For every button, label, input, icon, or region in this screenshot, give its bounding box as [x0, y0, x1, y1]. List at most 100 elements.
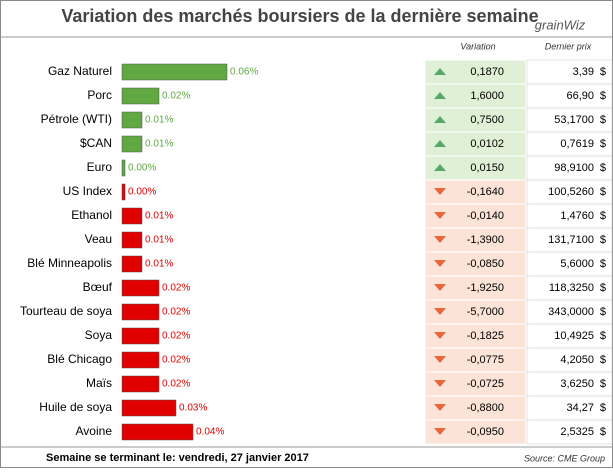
price-cell — [526, 131, 613, 157]
bar — [121, 327, 160, 345]
value-label: 0.01% — [145, 211, 173, 222]
column-header: Variation — [460, 41, 495, 51]
variation: -1,3900 — [467, 234, 504, 246]
bar — [121, 231, 143, 249]
price: 131,7100 — [548, 234, 594, 246]
variation: -1,9250 — [467, 282, 504, 294]
price: 3,39 — [573, 66, 594, 78]
variation: -0,8800 — [467, 402, 504, 414]
trend-arrow — [434, 236, 446, 243]
variation: -0,0140 — [467, 210, 504, 222]
title: Variation des marchés boursiers de la de… — [61, 6, 538, 26]
price: 98,9100 — [554, 162, 594, 174]
variation: -0,1640 — [467, 186, 504, 198]
currency: $ — [600, 210, 606, 222]
price: 0,7619 — [560, 138, 594, 150]
currency: $ — [600, 66, 606, 78]
trend-arrow — [434, 380, 446, 387]
price: 3,6250 — [560, 378, 594, 390]
variation: -0,0775 — [467, 354, 504, 366]
value-label: 0.02% — [162, 331, 190, 342]
column-header: Dernier prix — [545, 41, 592, 51]
trend-arrow — [434, 404, 446, 411]
value-label: 0.00% — [128, 187, 156, 198]
currency: $ — [600, 354, 606, 366]
variation: -0,0950 — [467, 426, 504, 438]
trend-arrow — [434, 92, 446, 99]
bar — [121, 159, 126, 177]
price: 10,4925 — [554, 330, 594, 342]
variation-cell — [424, 131, 527, 157]
bar — [121, 183, 126, 201]
price: 34,27 — [566, 402, 594, 414]
value-label: 0.02% — [162, 307, 190, 318]
category-label: Bœuf — [83, 280, 113, 294]
variation: 0,7500 — [470, 114, 504, 126]
price-cell — [526, 155, 613, 181]
trend-arrow — [434, 140, 446, 147]
trend-arrow — [434, 188, 446, 195]
value-label: 0.01% — [145, 259, 173, 270]
variation-cell — [424, 179, 527, 205]
category-label: Pétrole (WTI) — [41, 112, 112, 126]
trend-arrow — [434, 212, 446, 219]
currency: $ — [600, 186, 606, 198]
value-label: 0.04% — [196, 427, 224, 438]
price-cell — [526, 347, 613, 373]
variation-cell — [424, 419, 527, 445]
category-label: Euro — [87, 160, 113, 174]
price-cell — [526, 395, 613, 421]
trend-arrow — [434, 332, 446, 339]
price-cell — [526, 275, 613, 301]
price-cell — [526, 299, 613, 325]
footer: Semaine se terminant le: vendredi, 27 ja… — [46, 452, 309, 464]
currency: $ — [600, 282, 606, 294]
bar — [121, 375, 160, 393]
category-label: Porc — [87, 88, 112, 102]
variation: 0,1870 — [470, 66, 504, 78]
category-label: Soya — [85, 328, 113, 342]
value-label: 0.01% — [145, 139, 173, 150]
value-label: 0.06% — [230, 67, 258, 78]
value-label: 0.02% — [162, 91, 190, 102]
value-label: 0.02% — [162, 355, 190, 366]
currency: $ — [600, 378, 606, 390]
bar — [121, 87, 160, 105]
category-label: Huile de soya — [39, 400, 112, 414]
currency: $ — [600, 258, 606, 270]
value-label: 0.01% — [145, 235, 173, 246]
category-label: Ethanol — [71, 208, 112, 222]
category-label: Avoine — [76, 424, 113, 438]
bar — [121, 111, 143, 129]
trend-arrow — [434, 260, 446, 267]
bar — [121, 135, 143, 153]
bar — [121, 399, 177, 417]
category-label: Gaz Naturel — [48, 64, 112, 78]
value-label: 0.00% — [128, 163, 156, 174]
variation: 0,0102 — [470, 138, 504, 150]
price: 1,4760 — [560, 210, 594, 222]
price-cell — [526, 107, 613, 133]
price: 100,5260 — [548, 186, 594, 198]
currency: $ — [600, 162, 606, 174]
value-label: 0.02% — [162, 379, 190, 390]
category-label: Blé Chicago — [47, 352, 112, 366]
bar — [121, 207, 143, 225]
currency: $ — [600, 306, 606, 318]
trend-arrow — [434, 284, 446, 291]
bar — [121, 63, 228, 81]
variation: 0,0150 — [470, 162, 504, 174]
source: Source: CME Group — [524, 453, 605, 463]
price: 4,2050 — [560, 354, 594, 366]
value-label: 0.02% — [162, 283, 190, 294]
trend-arrow — [434, 164, 446, 171]
variation: -0,1825 — [467, 330, 504, 342]
category-label: Tourteau de soya — [20, 304, 112, 318]
category-label: Blé Minneapolis — [27, 256, 112, 270]
currency: $ — [600, 138, 606, 150]
category-label: $CAN — [80, 136, 112, 150]
currency: $ — [600, 426, 606, 438]
trend-arrow — [434, 68, 446, 75]
price: 5,6000 — [560, 258, 594, 270]
